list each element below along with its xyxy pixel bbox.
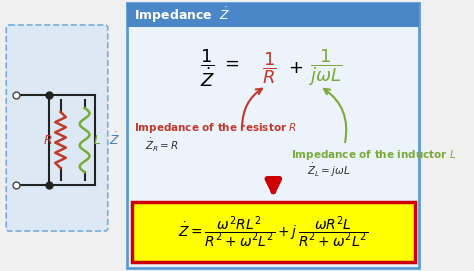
FancyBboxPatch shape: [128, 3, 419, 27]
Text: $\dfrac{1}{j\omega L}$: $\dfrac{1}{j\omega L}$: [308, 48, 342, 88]
Text: $\dot{Z}_R = R$: $\dot{Z}_R = R$: [145, 137, 179, 153]
FancyBboxPatch shape: [6, 25, 108, 231]
Text: $\dfrac{1}{R}$: $\dfrac{1}{R}$: [262, 50, 276, 86]
Text: $\dot{Z} = \dfrac{\omega^2 R L^2}{R^2 + \omega^2 L^2} + j\,\dfrac{\omega R^2 L}{: $\dot{Z} = \dfrac{\omega^2 R L^2}{R^2 + …: [178, 214, 368, 250]
Text: $L$: $L$: [93, 134, 101, 147]
Text: $\dot{Z}_L = j\omega L$: $\dot{Z}_L = j\omega L$: [307, 162, 350, 179]
Text: $+$: $+$: [288, 59, 303, 77]
Text: Impedance of the resistor $R$: Impedance of the resistor $R$: [135, 121, 298, 135]
FancyBboxPatch shape: [132, 202, 415, 262]
Text: $\dot{Z}$: $\dot{Z}$: [109, 132, 120, 148]
Text: Impedance  $\dot{Z}$: Impedance $\dot{Z}$: [135, 5, 231, 25]
Text: $R$: $R$: [43, 134, 53, 147]
FancyBboxPatch shape: [128, 3, 419, 268]
Text: Impedance of the inductor $L$: Impedance of the inductor $L$: [291, 148, 457, 162]
Text: $\dfrac{1}{\dot{Z}}$$\ =\ $: $\dfrac{1}{\dot{Z}}$$\ =\ $: [200, 47, 240, 89]
